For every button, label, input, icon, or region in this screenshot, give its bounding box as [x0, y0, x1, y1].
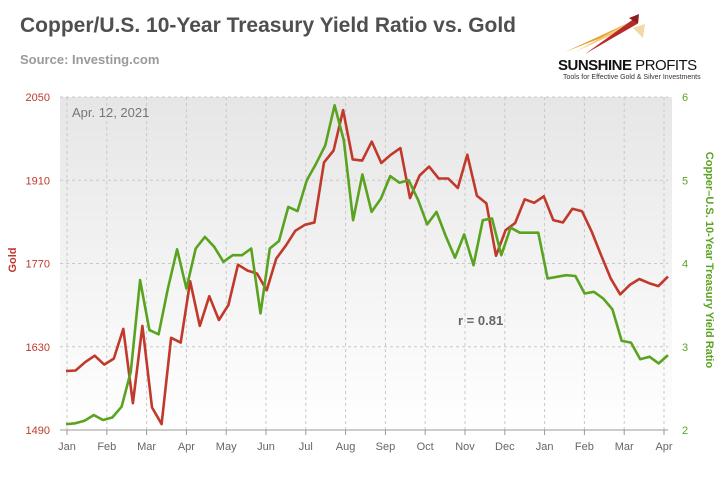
logo-swoosh-icon [565, 14, 645, 54]
right-tick-label: 4 [682, 259, 688, 271]
annotation-date: Apr. 12, 2021 [72, 105, 149, 120]
logo-brand: SUNSHINE PROFITS [558, 57, 697, 74]
logo-brand-light: PROFITS [631, 57, 697, 74]
x-tick-label: Jan [58, 441, 76, 453]
x-tick-label: Sep [376, 441, 396, 453]
x-tick-label: Feb [97, 441, 116, 453]
left-y-axis: 1490 1630 1770 1910 2050 [26, 92, 50, 437]
logo-tagline: Tools for Effective Gold & Silver Invest… [563, 74, 701, 81]
chart-source: Source: Investing.com [20, 52, 160, 67]
x-tick-label: Apr [178, 441, 195, 453]
x-tick-label: Mar [615, 441, 634, 453]
x-tick-label: Jan [536, 441, 554, 453]
x-tick-label: May [216, 441, 237, 453]
right-tick-label: 6 [682, 92, 688, 104]
series-lines [65, 104, 669, 426]
chart-title: Copper/U.S. 10-Year Treasury Yield Ratio… [20, 14, 517, 37]
x-tick-label: Nov [455, 441, 475, 453]
sunshine-profits-logo: SUNSHINE PROFITS Tools for Effective Gol… [555, 14, 715, 84]
x-tick-label: Aug [336, 441, 356, 453]
right-tick-label: 2 [682, 425, 688, 437]
left-tick-label: 1910 [26, 175, 50, 187]
right-tick-label: 3 [682, 342, 688, 354]
x-tick-label: Jun [257, 441, 275, 453]
right-axis-title: Copper–U.S. 10-Year Treasury Yield Ratio [703, 152, 715, 369]
left-tick-label: 2050 [26, 92, 50, 104]
x-tick-label: Dec [495, 441, 515, 453]
x-tick-label: Oct [417, 441, 434, 453]
logo-brand-bold: SUNSHINE [558, 57, 632, 74]
x-tick-label: Apr [655, 441, 672, 453]
left-tick-label: 1630 [26, 342, 50, 354]
left-axis-title: Gold [7, 247, 19, 272]
x-tick-label: Mar [137, 441, 156, 453]
gold-series-line [65, 108, 669, 426]
left-tick-label: 1490 [26, 425, 50, 437]
ratio-series-line [65, 104, 669, 426]
x-axis-ticks: Jan Feb Mar Apr May Jun Jul Aug Sep Oct Nov Dec Jan F… [58, 429, 673, 453]
left-tick-label: 1770 [26, 259, 50, 271]
x-tick-label: Feb [575, 441, 594, 453]
x-tick-label: Jul [299, 441, 313, 453]
right-y-axis: 2 3 4 5 6 [682, 92, 688, 437]
right-tick-label: 5 [682, 175, 688, 187]
correlation-label: r = 0.81 [458, 313, 503, 328]
